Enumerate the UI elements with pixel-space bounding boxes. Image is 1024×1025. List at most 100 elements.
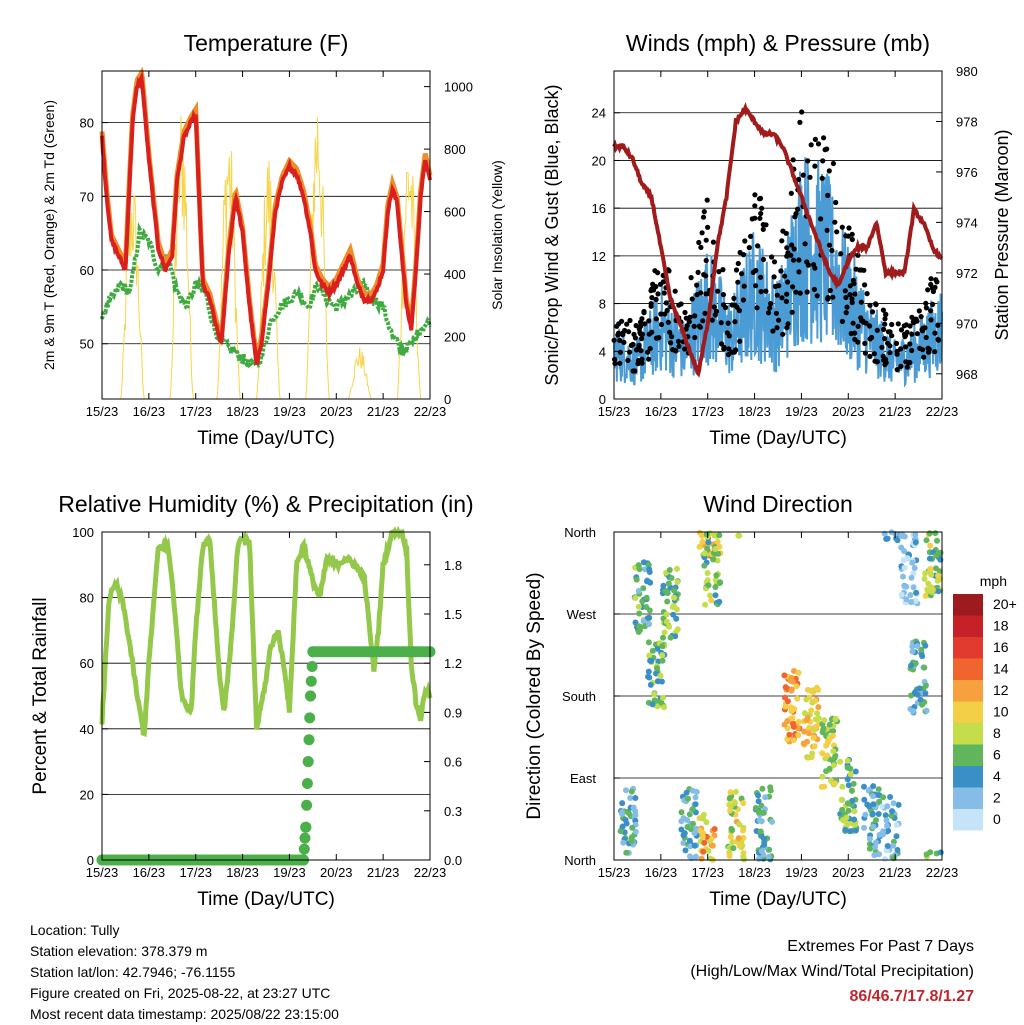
gust-point	[894, 348, 900, 354]
direction-point	[665, 580, 672, 587]
gust-point	[864, 291, 870, 297]
gust-point	[658, 321, 665, 328]
direction-point	[736, 842, 743, 849]
direction-point	[713, 572, 720, 579]
gust-point	[858, 267, 865, 273]
direction-point	[847, 771, 854, 778]
direction-point	[707, 855, 714, 862]
direction-point	[819, 773, 826, 780]
gust-point	[785, 321, 791, 327]
gust-point	[852, 330, 858, 336]
direction-point	[788, 687, 795, 694]
direction-point	[732, 788, 739, 795]
direction-point	[635, 603, 642, 610]
gust-point	[617, 360, 623, 366]
gust-point	[839, 224, 845, 230]
direction-point	[633, 576, 640, 583]
gust-point	[842, 288, 848, 294]
plot-frame-2	[101, 531, 431, 861]
direction-point	[790, 737, 797, 744]
gust-point	[882, 321, 888, 327]
y-axis-label-0: 2m & 9m T (Red, Orange) & 2m Td (Green)	[41, 100, 57, 370]
x-tick-label-0-3: 18/23	[226, 404, 259, 419]
gust-point	[757, 195, 764, 201]
direction-point	[928, 571, 935, 578]
direction-point	[704, 545, 711, 552]
direction-point	[636, 566, 643, 573]
y-axis-label-1: Sonic/Prop Wind & Gust (Blue, Black)	[542, 84, 562, 385]
direction-point	[923, 851, 930, 858]
direction-point	[659, 652, 666, 659]
gust-point	[731, 295, 737, 301]
y-right-tick-label-1-2: 972	[956, 266, 978, 281]
legend-title: mph	[980, 573, 1007, 589]
gust-point	[894, 367, 900, 373]
gust-point	[760, 256, 767, 263]
y-right-tick-label-2-5: 1.5	[444, 607, 462, 622]
gust-point	[783, 230, 789, 236]
direction-point	[869, 810, 876, 817]
direction-point	[654, 678, 661, 685]
gust-point	[754, 305, 760, 311]
gust-point	[925, 345, 931, 351]
direction-point	[765, 853, 772, 860]
x-tick-label-3-6: 21/23	[879, 865, 912, 880]
direction-point	[922, 682, 929, 689]
direction-point	[815, 704, 822, 711]
direction-point	[730, 845, 737, 852]
gust-point	[797, 119, 803, 125]
legend-label-1: 18	[993, 618, 1009, 634]
y-tick-label-1-4: 16	[592, 201, 606, 216]
gust-point	[869, 309, 876, 315]
gust-point	[784, 291, 790, 297]
direction-point	[678, 809, 685, 816]
direction-point	[640, 559, 647, 566]
y-tick-label-3-1: East	[570, 771, 596, 786]
direction-point	[648, 658, 655, 664]
legend-swatch-5	[953, 701, 983, 723]
gust-point	[895, 321, 901, 327]
direction-point	[654, 703, 661, 710]
precip-point	[299, 832, 311, 844]
y-tick-label-0-3: 80	[80, 116, 94, 131]
gust-point	[649, 286, 655, 292]
direction-point	[847, 828, 853, 835]
direction-point	[681, 830, 688, 837]
direction-point	[710, 556, 717, 563]
gust-point	[921, 354, 927, 360]
gust-point	[810, 262, 817, 268]
gust-point	[852, 291, 858, 297]
gust-point	[642, 321, 648, 327]
direction-point	[903, 583, 910, 590]
direction-point	[824, 752, 831, 759]
direction-point	[761, 841, 768, 848]
gust-point	[901, 331, 908, 337]
gust-point	[646, 318, 652, 324]
direction-point	[826, 735, 833, 742]
direction-point	[872, 844, 879, 850]
direction-point	[882, 812, 889, 819]
direction-point	[832, 716, 839, 723]
info-recent: Most recent data timestamp: 2025/08/22 2…	[30, 1006, 339, 1022]
gust-point	[718, 320, 724, 326]
direction-point	[910, 584, 917, 591]
gust-point	[883, 360, 889, 366]
gust-point	[889, 321, 895, 328]
direction-point	[696, 529, 703, 536]
gust-point	[935, 322, 941, 328]
direction-point	[823, 768, 830, 775]
direction-point	[670, 611, 677, 618]
gust-point	[881, 326, 887, 332]
direction-point	[684, 824, 691, 830]
legend-label-7: 6	[993, 747, 1001, 763]
gust-point	[907, 341, 913, 347]
direction-point	[635, 587, 642, 594]
gust-point	[780, 331, 786, 337]
gust-point	[788, 252, 794, 258]
direction-point	[705, 582, 712, 589]
gust-point	[697, 324, 704, 330]
direction-point	[803, 717, 810, 723]
direction-point	[844, 821, 851, 828]
gust-point	[784, 245, 790, 251]
direction-point	[908, 574, 915, 581]
